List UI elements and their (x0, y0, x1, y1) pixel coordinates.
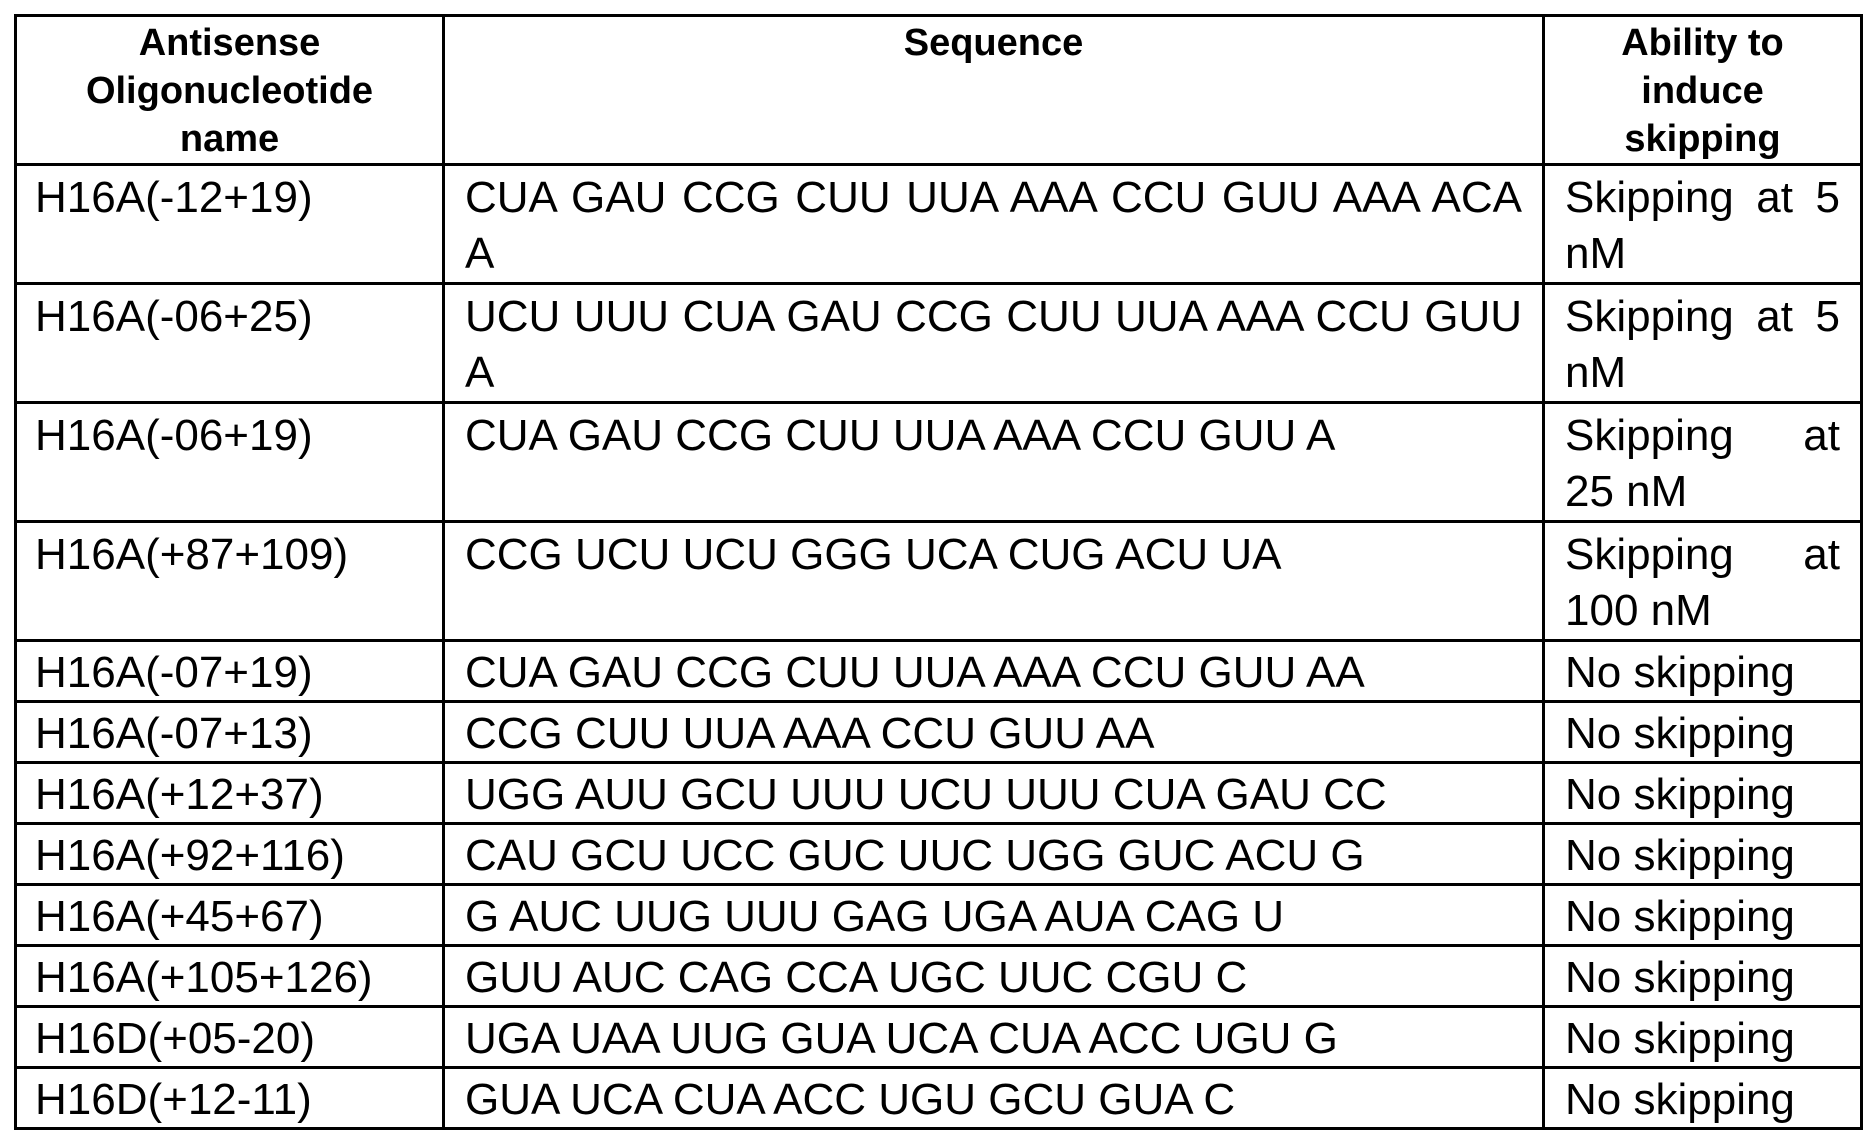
sequence-cell: UGA UAA UUG GUA UCA CUA ACC UGU G (444, 1007, 1544, 1068)
table-row: H16A(+45+67)G AUC UUG UUU GAG UGA AUA CA… (16, 885, 1862, 946)
sequence-cell: CUA GAU CCG CUU UUA AAA CCU GUU AA (444, 641, 1544, 702)
sequence-cell: CAU GCU UCC GUC UUC UGG GUC ACU G (444, 824, 1544, 885)
oligonucleotide-table: Antisense Oligonucleotide name Sequence … (14, 14, 1863, 1130)
table-row: H16A(+92+116)CAU GCU UCC GUC UUC UGG GUC… (16, 824, 1862, 885)
sequence-cell: CCG CUU UUA AAA CCU GUU AA (444, 702, 1544, 763)
sequence-cell: GUA UCA CUA ACC UGU GCU GUA C (444, 1068, 1544, 1129)
table-row: H16A(+12+37)UGG AUU GCU UUU UCU UUU CUA … (16, 763, 1862, 824)
table-row: H16A(+87+109)CCG UCU UCU GGG UCA CUG ACU… (16, 522, 1862, 641)
ability-cell: No skipping (1544, 946, 1862, 1007)
ability-cell: No skipping (1544, 763, 1862, 824)
ability-cell: No skipping (1544, 824, 1862, 885)
ability-cell: No skipping (1544, 1068, 1862, 1129)
name-cell: H16A(+92+116) (16, 824, 444, 885)
name-cell: H16A(+87+109) (16, 522, 444, 641)
ability-cell: Skipping at 25 nM (1544, 403, 1862, 522)
sequence-cell: G AUC UUG UUU GAG UGA AUA CAG U (444, 885, 1544, 946)
header-sequence: Sequence (444, 16, 1544, 165)
table-row: H16A(-12+19)CUA GAU CCG CUU UUA AAA CCU … (16, 165, 1862, 284)
sequence-cell: UGG AUU GCU UUU UCU UUU CUA GAU CC (444, 763, 1544, 824)
table-row: H16A(-06+19)CUA GAU CCG CUU UUA AAA CCU … (16, 403, 1862, 522)
ability-cell: Skipping at 5 nM (1544, 165, 1862, 284)
header-row: Antisense Oligonucleotide name Sequence … (16, 16, 1862, 165)
name-cell: H16A(-07+19) (16, 641, 444, 702)
sequence-cell: CCG UCU UCU GGG UCA CUG ACU UA (444, 522, 1544, 641)
header-ability: Ability to induce skipping (1544, 16, 1862, 165)
ability-cell: Skipping at 5 nM (1544, 284, 1862, 403)
name-cell: H16A(+45+67) (16, 885, 444, 946)
name-cell: H16A(+105+126) (16, 946, 444, 1007)
sequence-cell: CUA GAU CCG CUU UUA AAA CCU GUU AAA ACA … (444, 165, 1544, 284)
table-row: H16A(-07+13)CCG CUU UUA AAA CCU GUU AANo… (16, 702, 1862, 763)
ability-cell: No skipping (1544, 702, 1862, 763)
header-name: Antisense Oligonucleotide name (16, 16, 444, 165)
name-cell: H16D(+05-20) (16, 1007, 444, 1068)
table-row: H16A(-07+19)CUA GAU CCG CUU UUA AAA CCU … (16, 641, 1862, 702)
ability-cell: No skipping (1544, 885, 1862, 946)
sequence-cell: UCU UUU CUA GAU CCG CUU UUA AAA CCU GUU … (444, 284, 1544, 403)
sequence-cell: GUU AUC CAG CCA UGC UUC CGU C (444, 946, 1544, 1007)
name-cell: H16A(-06+25) (16, 284, 444, 403)
ability-cell: Skipping at 100 nM (1544, 522, 1862, 641)
name-cell: H16A(-07+13) (16, 702, 444, 763)
table-row: H16D(+05-20)UGA UAA UUG GUA UCA CUA ACC … (16, 1007, 1862, 1068)
table-row: H16A(+105+126)GUU AUC CAG CCA UGC UUC CG… (16, 946, 1862, 1007)
table-row: H16A(-06+25)UCU UUU CUA GAU CCG CUU UUA … (16, 284, 1862, 403)
table-row: H16D(+12-11)GUA UCA CUA ACC UGU GCU GUA … (16, 1068, 1862, 1129)
ability-cell: No skipping (1544, 641, 1862, 702)
name-cell: H16A(-06+19) (16, 403, 444, 522)
name-cell: H16A(+12+37) (16, 763, 444, 824)
name-cell: H16D(+12-11) (16, 1068, 444, 1129)
ability-cell: No skipping (1544, 1007, 1862, 1068)
name-cell: H16A(-12+19) (16, 165, 444, 284)
sequence-cell: CUA GAU CCG CUU UUA AAA CCU GUU A (444, 403, 1544, 522)
